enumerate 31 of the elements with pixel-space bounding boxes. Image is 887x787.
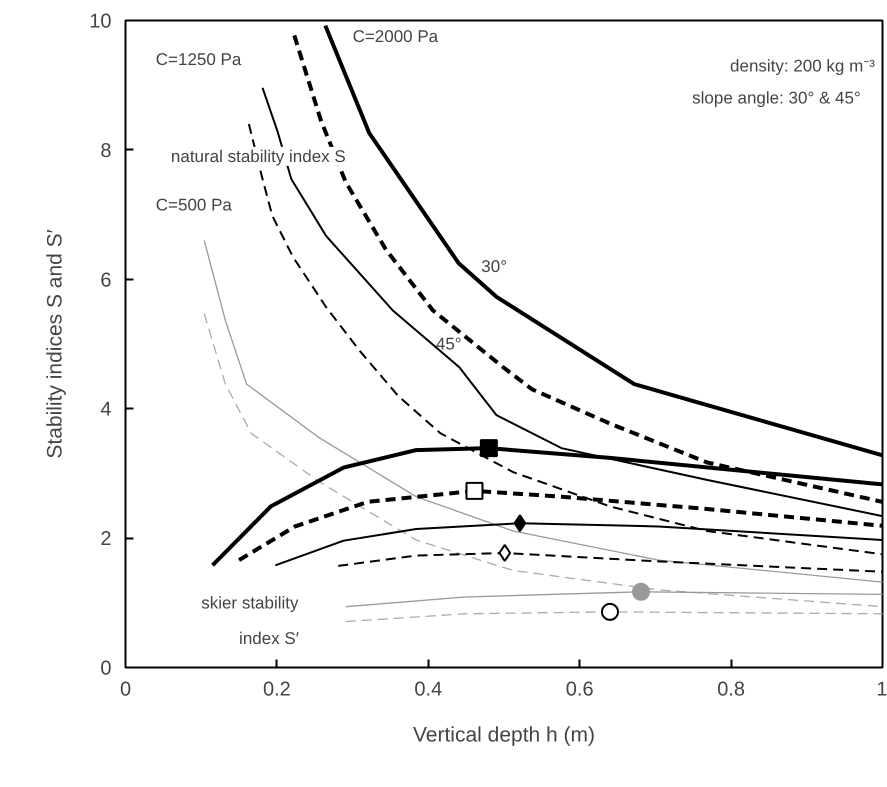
point xyxy=(465,482,484,500)
point xyxy=(498,544,512,562)
annotation: C=500 Pa xyxy=(156,195,232,214)
x-axis-title: Vertical depth h (m) xyxy=(412,724,596,746)
annotation: density: 200 kg m⁻³ xyxy=(730,56,876,76)
annotation: C=2000 Pa xyxy=(352,27,439,46)
annotation: C=1250 Pa xyxy=(156,50,242,69)
y-axis-title: Stability indices S and S′ xyxy=(43,229,66,459)
x-tick-label: 0.2 xyxy=(263,678,291,700)
x-tick-label: 0 xyxy=(120,678,132,700)
annotation: slope angle: 30° & 45° xyxy=(692,88,861,108)
y-tick-label: 10 xyxy=(89,10,112,32)
x-tick-label: 0.6 xyxy=(566,678,594,700)
x-tick-label: 0.8 xyxy=(717,678,746,700)
y-tick-label: 0 xyxy=(100,658,112,680)
y-tick-label: 2 xyxy=(100,528,112,550)
point xyxy=(514,514,526,532)
annotation: index S′ xyxy=(239,628,299,648)
point xyxy=(600,602,619,621)
annotation: 30° xyxy=(481,256,508,276)
line-series xyxy=(204,240,882,583)
y-tick-label: 8 xyxy=(100,140,112,162)
x-tick-label: 1 xyxy=(876,678,887,700)
y-tick-label: 4 xyxy=(100,398,112,421)
annotation: 45° xyxy=(436,334,462,354)
point xyxy=(480,439,498,458)
point xyxy=(632,582,650,601)
annotation: natural stability index S xyxy=(170,146,346,166)
x-tick-label: 0.4 xyxy=(414,678,442,700)
y-tick-label: 6 xyxy=(100,269,112,292)
annotation: skier stability xyxy=(201,593,299,612)
